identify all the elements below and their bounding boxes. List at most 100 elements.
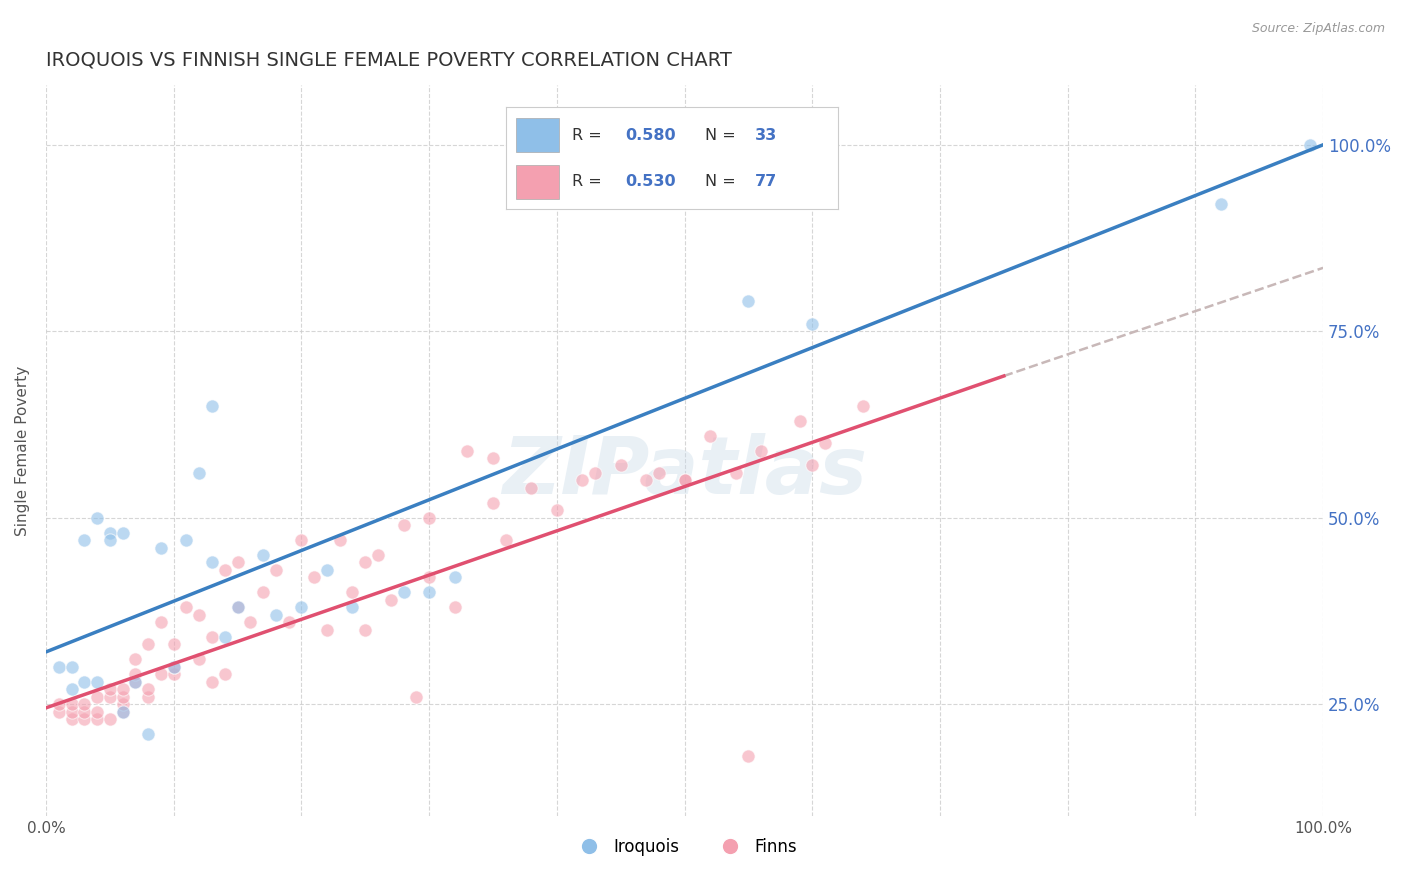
Text: ZIPatlas: ZIPatlas xyxy=(502,434,868,511)
Iroquois xyxy=(801,317,824,331)
Finns xyxy=(73,697,96,711)
Iroquois xyxy=(1209,197,1232,211)
Iroquois xyxy=(201,556,224,570)
Iroquois xyxy=(342,600,364,615)
Finns xyxy=(86,690,108,704)
Finns xyxy=(571,474,593,488)
Finns xyxy=(48,705,70,719)
Finns xyxy=(188,607,211,622)
Finns xyxy=(226,600,249,615)
Iroquois xyxy=(188,466,211,480)
Iroquois xyxy=(443,570,465,584)
Finns xyxy=(188,652,211,666)
Iroquois xyxy=(73,533,96,547)
Finns xyxy=(111,705,134,719)
Finns xyxy=(73,705,96,719)
Finns xyxy=(699,428,721,442)
Finns xyxy=(724,466,747,480)
Finns xyxy=(789,414,811,428)
Iroquois xyxy=(60,682,83,697)
Finns xyxy=(239,615,262,629)
Finns xyxy=(290,533,312,547)
Finns xyxy=(214,563,236,577)
Finns xyxy=(60,712,83,726)
Finns xyxy=(111,682,134,697)
Finns xyxy=(583,466,606,480)
Finns xyxy=(98,690,121,704)
Finns xyxy=(124,667,146,681)
Finns xyxy=(342,585,364,599)
Finns xyxy=(354,623,377,637)
Finns xyxy=(418,510,440,524)
Finns xyxy=(226,556,249,570)
Iroquois xyxy=(418,585,440,599)
Text: Source: ZipAtlas.com: Source: ZipAtlas.com xyxy=(1251,22,1385,36)
Iroquois xyxy=(176,533,198,547)
Finns xyxy=(201,674,224,689)
Finns xyxy=(405,690,427,704)
Finns xyxy=(73,712,96,726)
Finns xyxy=(136,682,159,697)
Finns xyxy=(60,705,83,719)
Finns xyxy=(48,697,70,711)
Iroquois xyxy=(60,660,83,674)
Finns xyxy=(456,443,478,458)
Finns xyxy=(124,652,146,666)
Finns xyxy=(648,466,671,480)
Iroquois xyxy=(48,660,70,674)
Finns xyxy=(418,570,440,584)
Finns xyxy=(98,682,121,697)
Finns xyxy=(443,600,465,615)
Iroquois xyxy=(316,563,339,577)
Finns xyxy=(814,436,837,450)
Iroquois xyxy=(264,607,287,622)
Finns xyxy=(277,615,299,629)
Finns xyxy=(163,660,186,674)
Text: IROQUOIS VS FINNISH SINGLE FEMALE POVERTY CORRELATION CHART: IROQUOIS VS FINNISH SINGLE FEMALE POVERT… xyxy=(46,51,733,70)
Finns xyxy=(149,615,172,629)
Finns xyxy=(367,548,389,562)
Finns xyxy=(636,474,658,488)
Finns xyxy=(60,697,83,711)
Finns xyxy=(673,474,696,488)
Finns xyxy=(136,690,159,704)
Iroquois xyxy=(98,533,121,547)
Finns xyxy=(482,450,505,465)
Iroquois xyxy=(111,525,134,540)
Finns xyxy=(252,585,274,599)
Finns xyxy=(520,481,543,495)
Finns xyxy=(673,474,696,488)
Finns xyxy=(737,749,759,764)
Finns xyxy=(163,667,186,681)
Iroquois xyxy=(73,674,96,689)
Iroquois xyxy=(86,510,108,524)
Iroquois xyxy=(252,548,274,562)
Finns xyxy=(329,533,352,547)
Finns xyxy=(749,443,772,458)
Finns xyxy=(495,533,517,547)
Iroquois xyxy=(1299,137,1322,152)
Finns xyxy=(163,637,186,651)
Finns xyxy=(380,592,402,607)
Finns xyxy=(482,496,505,510)
Finns xyxy=(201,630,224,644)
Iroquois xyxy=(163,660,186,674)
Finns xyxy=(801,458,824,473)
Finns xyxy=(98,712,121,726)
Finns xyxy=(316,623,339,637)
Finns xyxy=(136,637,159,651)
Iroquois xyxy=(149,541,172,555)
Iroquois xyxy=(226,600,249,615)
Finns xyxy=(546,503,568,517)
Iroquois xyxy=(392,585,415,599)
Y-axis label: Single Female Poverty: Single Female Poverty xyxy=(15,366,30,536)
Iroquois xyxy=(201,399,224,413)
Finns xyxy=(86,712,108,726)
Finns xyxy=(264,563,287,577)
Iroquois xyxy=(136,727,159,741)
Finns xyxy=(111,697,134,711)
Finns xyxy=(111,690,134,704)
Finns xyxy=(392,518,415,533)
Iroquois xyxy=(124,674,146,689)
Finns xyxy=(176,600,198,615)
